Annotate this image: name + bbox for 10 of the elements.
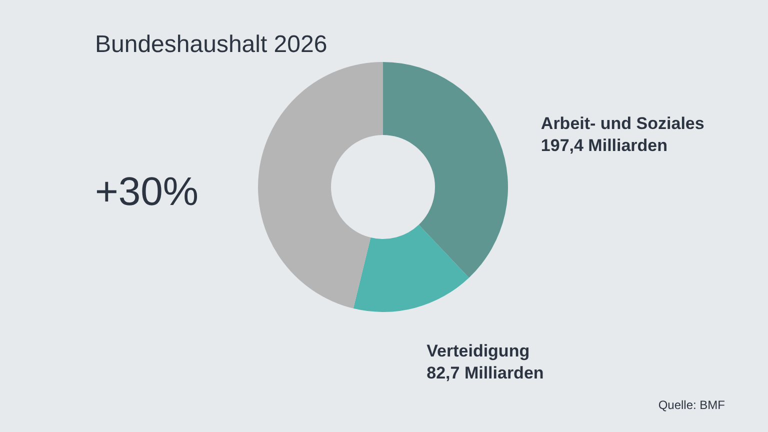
slice-label: Verteidigung bbox=[426, 341, 530, 360]
chart-title: Bundeshaushalt 2026 bbox=[95, 31, 328, 58]
data-label: 82,7 Milliarden bbox=[426, 363, 544, 382]
data-label: 197,4 Milliarden bbox=[540, 136, 668, 156]
source-note: Quelle: BMF bbox=[658, 398, 725, 412]
donut-slice bbox=[383, 62, 508, 278]
donut-slice bbox=[258, 62, 383, 308]
text: +30% bbox=[95, 170, 198, 214]
slice-label: Arbeit- und Soziales bbox=[540, 114, 704, 134]
donut-slice bbox=[353, 224, 469, 312]
